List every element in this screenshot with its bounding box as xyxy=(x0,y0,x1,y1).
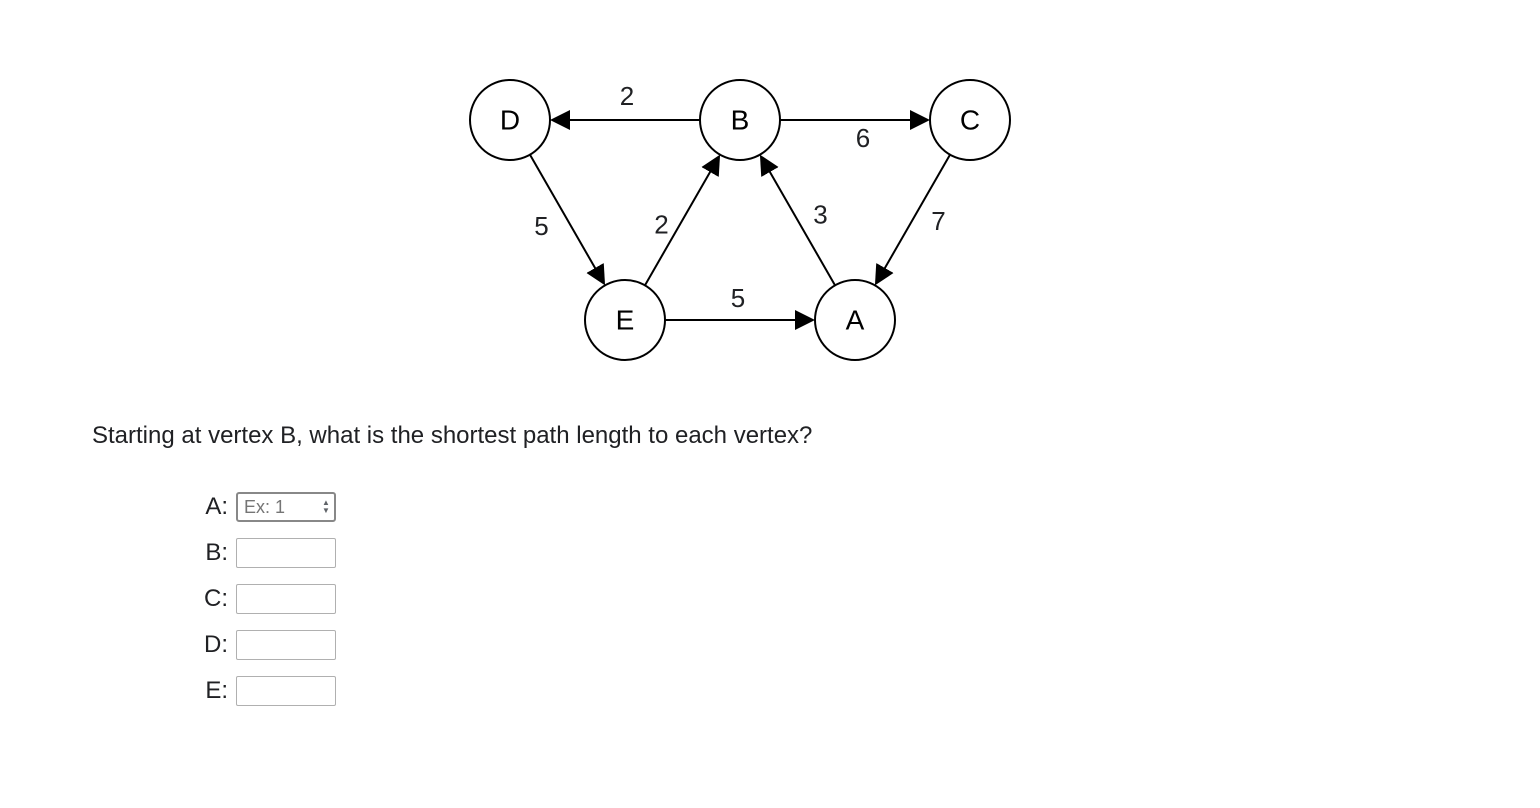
svg-text:5: 5 xyxy=(534,211,548,241)
svg-text:7: 7 xyxy=(931,206,945,236)
answer-label-a: A: xyxy=(196,493,228,521)
svg-text:5: 5 xyxy=(731,283,745,313)
graph-svg: 2 6 5 2 5 3 7 D B C E A xyxy=(430,60,1030,390)
answer-row-e: E: xyxy=(196,674,336,708)
svg-text:C: C xyxy=(960,105,980,136)
graph-diagram: 2 6 5 2 5 3 7 D B C E A xyxy=(430,60,1030,390)
svg-text:A: A xyxy=(846,305,865,336)
answer-row-d: D: xyxy=(196,628,336,662)
question-text: Starting at vertex B, what is the shorte… xyxy=(92,422,812,450)
svg-text:D: D xyxy=(500,105,520,136)
answer-input-b[interactable] xyxy=(236,538,336,568)
answer-label-b: B: xyxy=(196,539,228,567)
answer-input-e[interactable] xyxy=(236,676,336,706)
svg-text:E: E xyxy=(616,305,635,336)
svg-text:2: 2 xyxy=(654,210,668,240)
svg-text:B: B xyxy=(731,105,750,136)
answer-row-c: C: xyxy=(196,582,336,616)
svg-text:2: 2 xyxy=(620,81,634,111)
answers-container: A: ▲ ▼ B: C: D: E: xyxy=(196,490,336,720)
answer-input-d[interactable] xyxy=(236,630,336,660)
answer-input-a[interactable] xyxy=(236,492,336,522)
svg-text:6: 6 xyxy=(856,123,870,153)
answer-label-d: D: xyxy=(196,631,228,659)
answer-row-b: B: xyxy=(196,536,336,570)
answer-input-c[interactable] xyxy=(236,584,336,614)
answer-row-a: A: ▲ ▼ xyxy=(196,490,336,524)
svg-text:3: 3 xyxy=(813,200,827,230)
answer-label-e: E: xyxy=(196,677,228,705)
answer-label-c: C: xyxy=(196,585,228,613)
